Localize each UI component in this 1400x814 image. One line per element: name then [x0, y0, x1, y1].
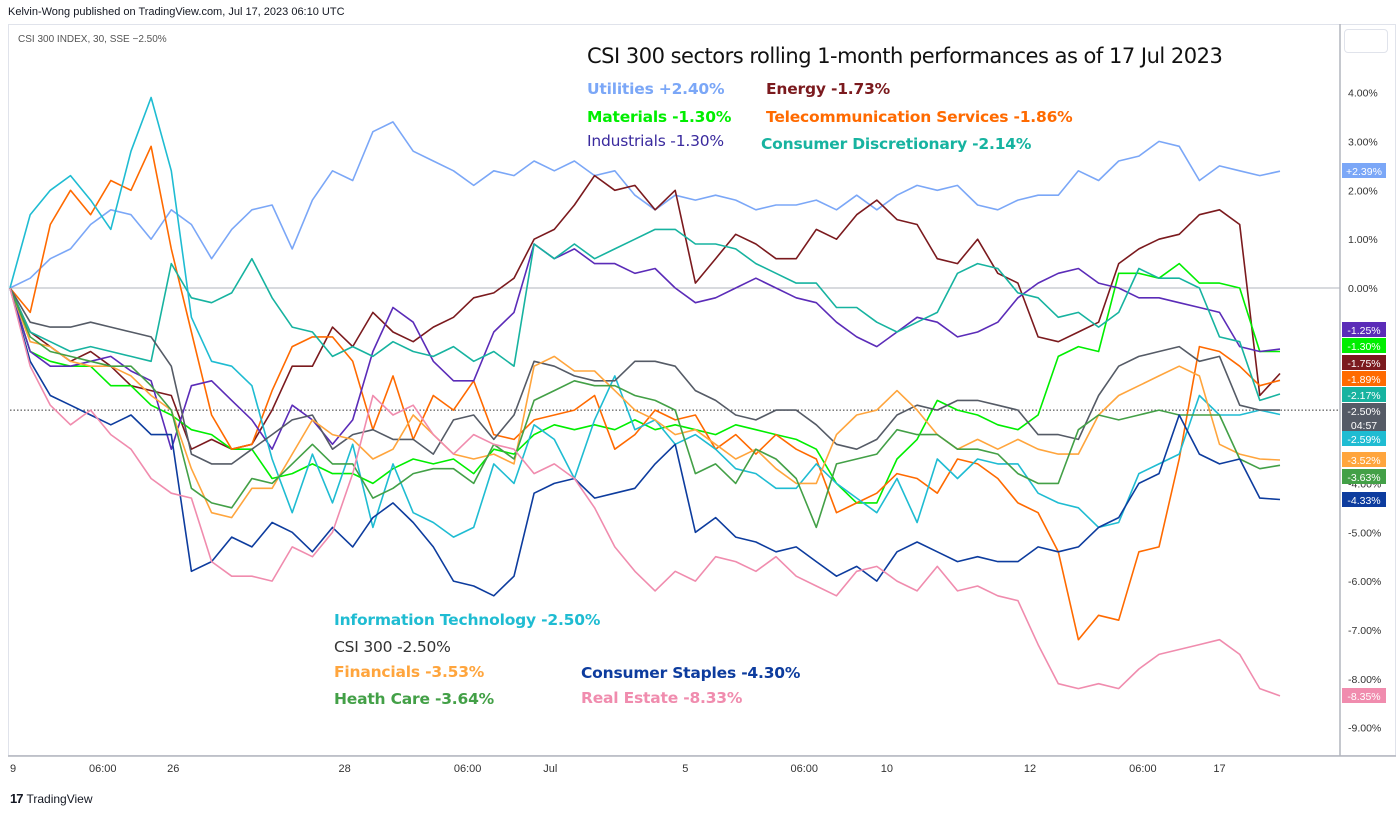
y-tick-label: -5.00%	[1348, 527, 1381, 539]
last-value-text-telecommunication-services: -1.89%	[1347, 374, 1380, 386]
last-value-badge-telecommunication-services	[1342, 371, 1386, 386]
last-value-text-health-care: -3.63%	[1347, 472, 1380, 484]
last-value-badge-energy	[1342, 355, 1386, 370]
legend-materials: Materials -1.30%	[587, 108, 732, 126]
series-line-real-estate[interactable]	[9, 287, 1281, 697]
x-tick-label: 12	[1024, 763, 1036, 775]
legend-information-technology: Information Technology -2.50%	[334, 611, 601, 629]
legend-consumer-staples: Consumer Staples -4.30%	[581, 664, 801, 682]
y-tick-label: -9.00%	[1348, 723, 1381, 735]
series-line-utilities[interactable]	[9, 121, 1281, 289]
series-line-health-care[interactable]	[9, 287, 1281, 529]
x-tick-label: 06:00	[89, 763, 117, 775]
last-value-badge-consumer-staples	[1342, 492, 1386, 507]
x-tick-label: 17	[1213, 763, 1225, 775]
legend-health-care: Heath Care -3.64%	[334, 690, 494, 708]
publisher-line: Kelvin-Wong published on TradingView.com…	[8, 6, 345, 18]
series-line-telecommunication-services[interactable]	[9, 145, 1281, 641]
legend-energy: Energy -1.73%	[766, 80, 890, 98]
x-tick-label: 06:00	[790, 763, 818, 775]
x-tick-label: 5	[682, 763, 688, 775]
x-tick-label: 9	[10, 763, 16, 775]
chart-title: CSI 300 sectors rolling 1-month performa…	[587, 44, 1223, 68]
series-lines	[9, 96, 1281, 697]
y-tick-label: 2.00%	[1348, 185, 1378, 197]
series-line-consumer-discretionary[interactable]	[9, 228, 1281, 402]
last-value-text-industrials: -1.25%	[1347, 325, 1380, 337]
x-tick-label: 28	[339, 763, 351, 775]
y-tick-label: 1.00%	[1348, 234, 1378, 246]
x-tick-label: 06:00	[454, 763, 482, 775]
series-line-csi-300[interactable]	[9, 287, 1280, 465]
last-value-text-consumer-discretionary: -2.17%	[1347, 390, 1380, 402]
y-tick-label: -7.00%	[1348, 625, 1381, 637]
y-tick-label: 4.00%	[1348, 88, 1378, 100]
last-value-text-energy: -1.75%	[1347, 358, 1380, 370]
series-line-financials[interactable]	[9, 287, 1281, 519]
last-value-badge-utilities	[1342, 163, 1386, 178]
last-value-text-materials: -1.30%	[1347, 341, 1380, 353]
last-value-text-csi-300: -2.50%	[1347, 406, 1380, 418]
last-value-text-utilities: +2.39%	[1346, 166, 1382, 178]
y-tick-label: 0.00%	[1348, 283, 1378, 295]
last-value-text-consumer-staples: -4.33%	[1347, 495, 1380, 507]
last-value-badge-health-care	[1342, 469, 1386, 484]
legend-industrials: Industrials -1.30%	[587, 132, 724, 150]
countdown-text: 04:57	[1351, 420, 1377, 432]
y-tick-label: 3.00%	[1348, 136, 1378, 148]
x-axis: 9 06:00 26 28 06:00 Jul 5 06:00 10 12 06:00 17	[10, 763, 1226, 775]
x-tick-label: Jul	[543, 763, 557, 775]
tradingview-brand: TradingView	[26, 791, 93, 806]
series-line-consumer-staples[interactable]	[9, 287, 1281, 597]
legend-telecom: Telecommunication Services -1.86%	[766, 108, 1073, 126]
series-line-industrials[interactable]	[9, 243, 1281, 451]
last-value-badge-financials	[1342, 452, 1386, 467]
legend-real-estate: Real Estate -8.33%	[581, 689, 743, 707]
last-value-badge-real-estate	[1342, 688, 1386, 703]
x-tick-label: 06:00	[1129, 763, 1157, 775]
y-tick-label: -8.00%	[1348, 674, 1381, 686]
price-scale-settings-button[interactable]	[1344, 29, 1388, 53]
x-tick-label: 26	[167, 763, 179, 775]
last-value-labels: +2.39% -1.25% -1.30% -1.75% -1.89% -2.17% -2.5…	[1342, 163, 1386, 703]
y-tick-label: -6.00%	[1348, 576, 1381, 588]
last-value-badge-industrials	[1342, 322, 1386, 337]
legend-csi300: CSI 300 -2.50%	[334, 638, 451, 656]
legend-financials: Financials -3.53%	[334, 663, 485, 681]
last-value-badge-csi-300	[1342, 403, 1386, 433]
last-value-badge-materials	[1342, 338, 1386, 353]
last-value-text-information-technology: -2.59%	[1347, 434, 1380, 446]
symbol-info[interactable]: CSI 300 INDEX, 30, SSE −2.50%	[18, 34, 167, 45]
series-line-energy[interactable]	[9, 174, 1281, 451]
last-value-badge-consumer-discretionary	[1342, 387, 1386, 402]
y-axis: 4.00%3.00%2.00%1.00%0.00%-4.00%-5.00%-6.…	[1348, 88, 1381, 735]
legend-utilities: Utilities +2.40%	[587, 80, 725, 98]
last-value-text-real-estate: -8.35%	[1347, 691, 1380, 703]
x-tick-label: 10	[881, 763, 893, 775]
series-line-information-technology[interactable]	[9, 96, 1281, 538]
legend-consumer-discretionary: Consumer Discretionary -2.14%	[761, 135, 1032, 153]
tradingview-logo-icon: 17	[10, 791, 24, 806]
tradingview-logo[interactable]: 17 TradingView	[10, 791, 93, 806]
last-value-badge-information-technology	[1342, 431, 1386, 446]
last-value-text-financials: -3.52%	[1347, 455, 1380, 467]
